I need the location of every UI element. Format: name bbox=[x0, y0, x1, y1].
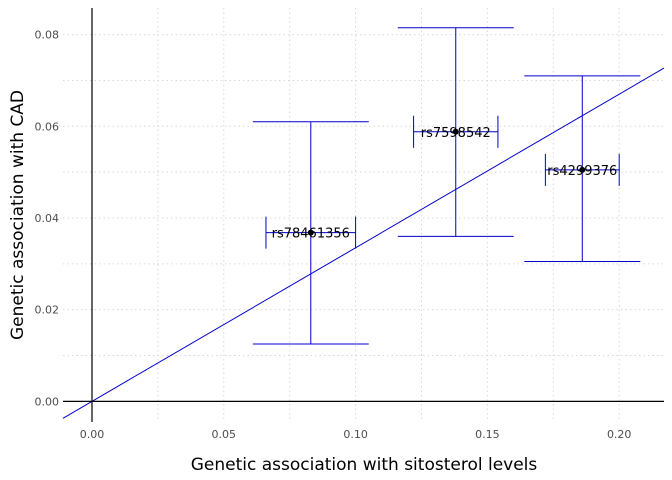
tick-labels: 0.00 0.05 0.10 0.15 0.20 0.00 0.02 0.04 0.06 0.08 bbox=[35, 29, 632, 441]
x-tick-label: 0.20 bbox=[607, 428, 632, 441]
x-axis-title: Genetic association with sitosterol leve… bbox=[191, 455, 538, 475]
error-bars bbox=[252, 27, 641, 345]
y-tick-label: 0.02 bbox=[35, 304, 60, 317]
data-point-label: rs4299376 bbox=[547, 164, 617, 179]
x-tick-label: 0.00 bbox=[80, 428, 105, 441]
data-point bbox=[307, 229, 314, 236]
data-points: rs78461356 rs7598542 rs4299376 bbox=[272, 126, 618, 242]
y-tick-label: 0.06 bbox=[35, 120, 60, 133]
y-tick-label: 0.00 bbox=[35, 395, 60, 408]
data-point-label: rs78461356 bbox=[272, 227, 350, 242]
y-axis-title: Genetic association with CAD bbox=[8, 90, 28, 340]
axes bbox=[63, 8, 664, 422]
fit-line bbox=[62, 67, 665, 419]
fit-line-group bbox=[62, 67, 665, 419]
data-point bbox=[579, 166, 586, 173]
data-point-label: rs7598542 bbox=[421, 126, 491, 141]
x-tick-label: 0.15 bbox=[475, 428, 500, 441]
y-tick-label: 0.08 bbox=[35, 29, 60, 42]
x-tick-label: 0.05 bbox=[212, 428, 237, 441]
grid bbox=[63, 8, 664, 422]
x-tick-label: 0.10 bbox=[343, 428, 368, 441]
y-tick-label: 0.04 bbox=[35, 212, 60, 225]
data-point bbox=[452, 128, 459, 135]
